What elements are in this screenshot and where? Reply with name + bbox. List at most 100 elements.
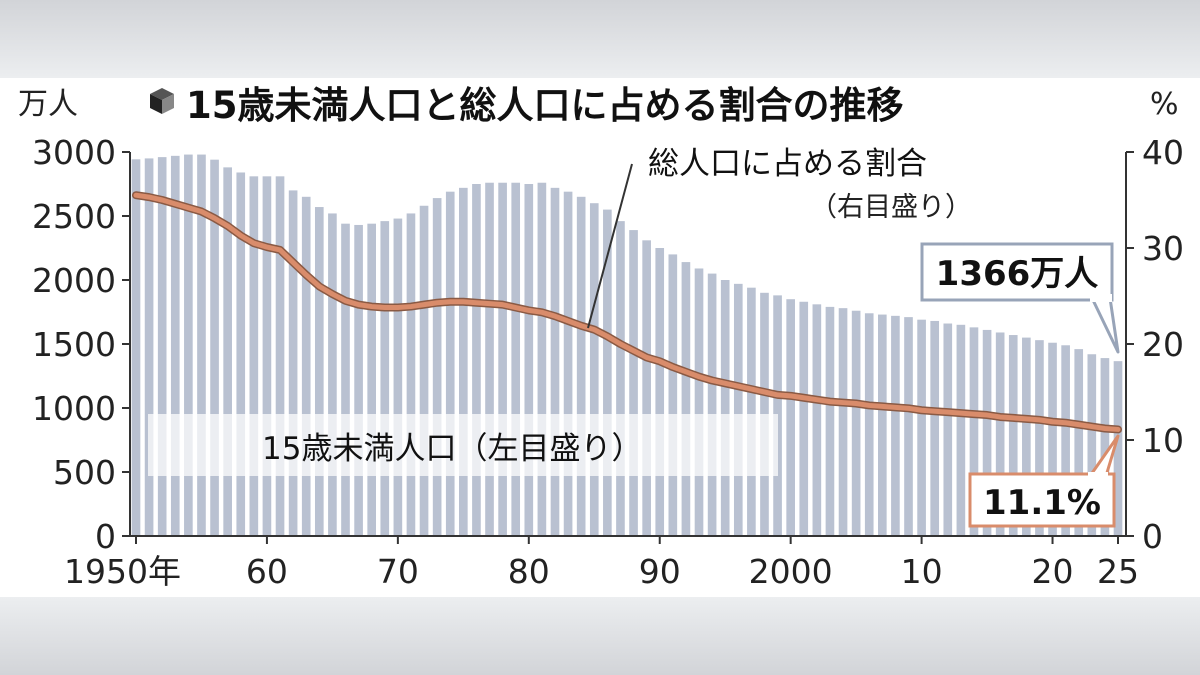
bar-1963 [301, 196, 311, 537]
x-tick-label: 80 [508, 552, 550, 591]
bar-2007 [878, 314, 887, 536]
line-series [132, 191, 1122, 434]
bar-2016 [995, 332, 1005, 536]
bar-series [131, 154, 1123, 537]
left-tick-label: 2000 [32, 261, 116, 300]
bar-1970 [393, 218, 403, 536]
bar-1986 [603, 209, 612, 536]
chart-svg: 15歳未満人口と総人口に占める割合の推移 万人 % 15歳未満人口（左目盛り） … [18, 84, 1184, 591]
bar-1954 [184, 154, 193, 536]
bar-1993 [694, 268, 704, 536]
bar-1991 [668, 254, 678, 536]
x-tick-label: 90 [639, 552, 681, 591]
right-tick-label: 0 [1142, 517, 1163, 556]
chart-title: 15歳未満人口と総人口に占める割合の推移 [186, 84, 904, 127]
bar-1968 [367, 223, 376, 536]
bar-2011 [930, 320, 940, 536]
bar-2008 [891, 315, 900, 536]
bar-1957 [223, 167, 232, 537]
bar-2017 [1008, 335, 1018, 536]
bar-1956 [210, 159, 219, 536]
bar-2003 [825, 306, 835, 536]
bar-1975 [459, 187, 468, 536]
top-blurred-background [0, 0, 1200, 78]
bar-1962 [288, 190, 298, 536]
bar-1953 [170, 155, 180, 536]
bar-1951 [144, 158, 154, 536]
left-tick-label: 1500 [32, 325, 116, 364]
bar-1988 [629, 230, 638, 536]
x-tick-label: 25 [1097, 552, 1139, 591]
bar-2021 [1061, 345, 1070, 536]
bar-1966 [341, 223, 350, 536]
left-axis-unit: 万人 [18, 87, 78, 122]
bar-2025 [1113, 361, 1123, 536]
bar-1984 [576, 196, 586, 537]
bar-1980 [524, 184, 534, 536]
bar-1976 [472, 184, 481, 536]
right-tick-label: 20 [1142, 325, 1184, 364]
left-tick-label: 1000 [32, 389, 116, 428]
bar-2009 [904, 317, 913, 536]
bottom-blurred-background [0, 597, 1200, 675]
bar-2015 [982, 329, 992, 536]
bar-1973 [432, 198, 442, 536]
right-tick-label: 40 [1142, 133, 1184, 172]
bar-2006 [864, 313, 874, 536]
bar-2013 [956, 324, 966, 536]
bar-1977 [485, 182, 494, 536]
cube-icon [150, 88, 174, 114]
bar-1983 [563, 191, 573, 536]
bar-1960 [262, 176, 272, 536]
bar-1995 [720, 280, 730, 536]
left-tick-label: 3000 [32, 133, 116, 172]
callout-last-line: 11.1% [968, 434, 1120, 528]
chart-panel: 15歳未満人口と総人口に占める割合の推移 万人 % 15歳未満人口（左目盛り） … [0, 78, 1200, 597]
line-series-label-sub: （右目盛り） [810, 192, 972, 223]
bar-1979 [511, 182, 521, 536]
bar-1952 [157, 157, 167, 536]
callout-last-bar: 1366万人 [920, 242, 1120, 354]
bar-1964 [314, 207, 324, 537]
bar-2014 [969, 327, 979, 536]
bar-series-label: 15歳未満人口（左目盛り） [262, 431, 642, 467]
bar-1969 [380, 221, 390, 536]
bar-1974 [445, 191, 455, 536]
bar-1987 [616, 221, 625, 536]
bar-1985 [589, 203, 599, 536]
bar-1961 [275, 176, 285, 536]
callout-last-bar-text: 1366万人 [936, 254, 1099, 294]
bar-2019 [1035, 340, 1044, 536]
bar-2022 [1074, 349, 1084, 536]
bar-2020 [1048, 342, 1057, 536]
bar-1989 [642, 240, 651, 536]
x-tick-label: 1950年 [64, 552, 181, 591]
bar-1982 [550, 187, 560, 536]
x-tick-label: 2000 [749, 552, 833, 591]
bar-1990 [655, 248, 665, 536]
bar-1994 [707, 273, 717, 536]
right-tick-label: 10 [1142, 421, 1184, 460]
x-tick-label: 60 [246, 552, 288, 591]
bar-1958 [236, 172, 246, 536]
left-tick-label: 2500 [32, 197, 116, 236]
bar-1971 [406, 213, 416, 536]
x-tick-label: 70 [377, 552, 419, 591]
bar-1997 [747, 287, 756, 536]
right-tick-label: 30 [1142, 229, 1184, 268]
bar-2012 [943, 323, 953, 536]
left-tick-label: 0 [95, 517, 116, 556]
bar-1959 [249, 176, 259, 536]
bar-1996 [733, 283, 743, 536]
x-tick-label: 10 [901, 552, 943, 591]
bar-1965 [328, 213, 337, 536]
line-label-leader [587, 163, 633, 329]
bar-1978 [498, 182, 507, 536]
bar-1972 [419, 205, 429, 536]
bar-1981 [537, 182, 547, 536]
bar-2010 [917, 319, 926, 536]
bar-label-band [148, 414, 778, 476]
bar-2004 [838, 308, 848, 536]
bar-2002 [812, 304, 822, 536]
